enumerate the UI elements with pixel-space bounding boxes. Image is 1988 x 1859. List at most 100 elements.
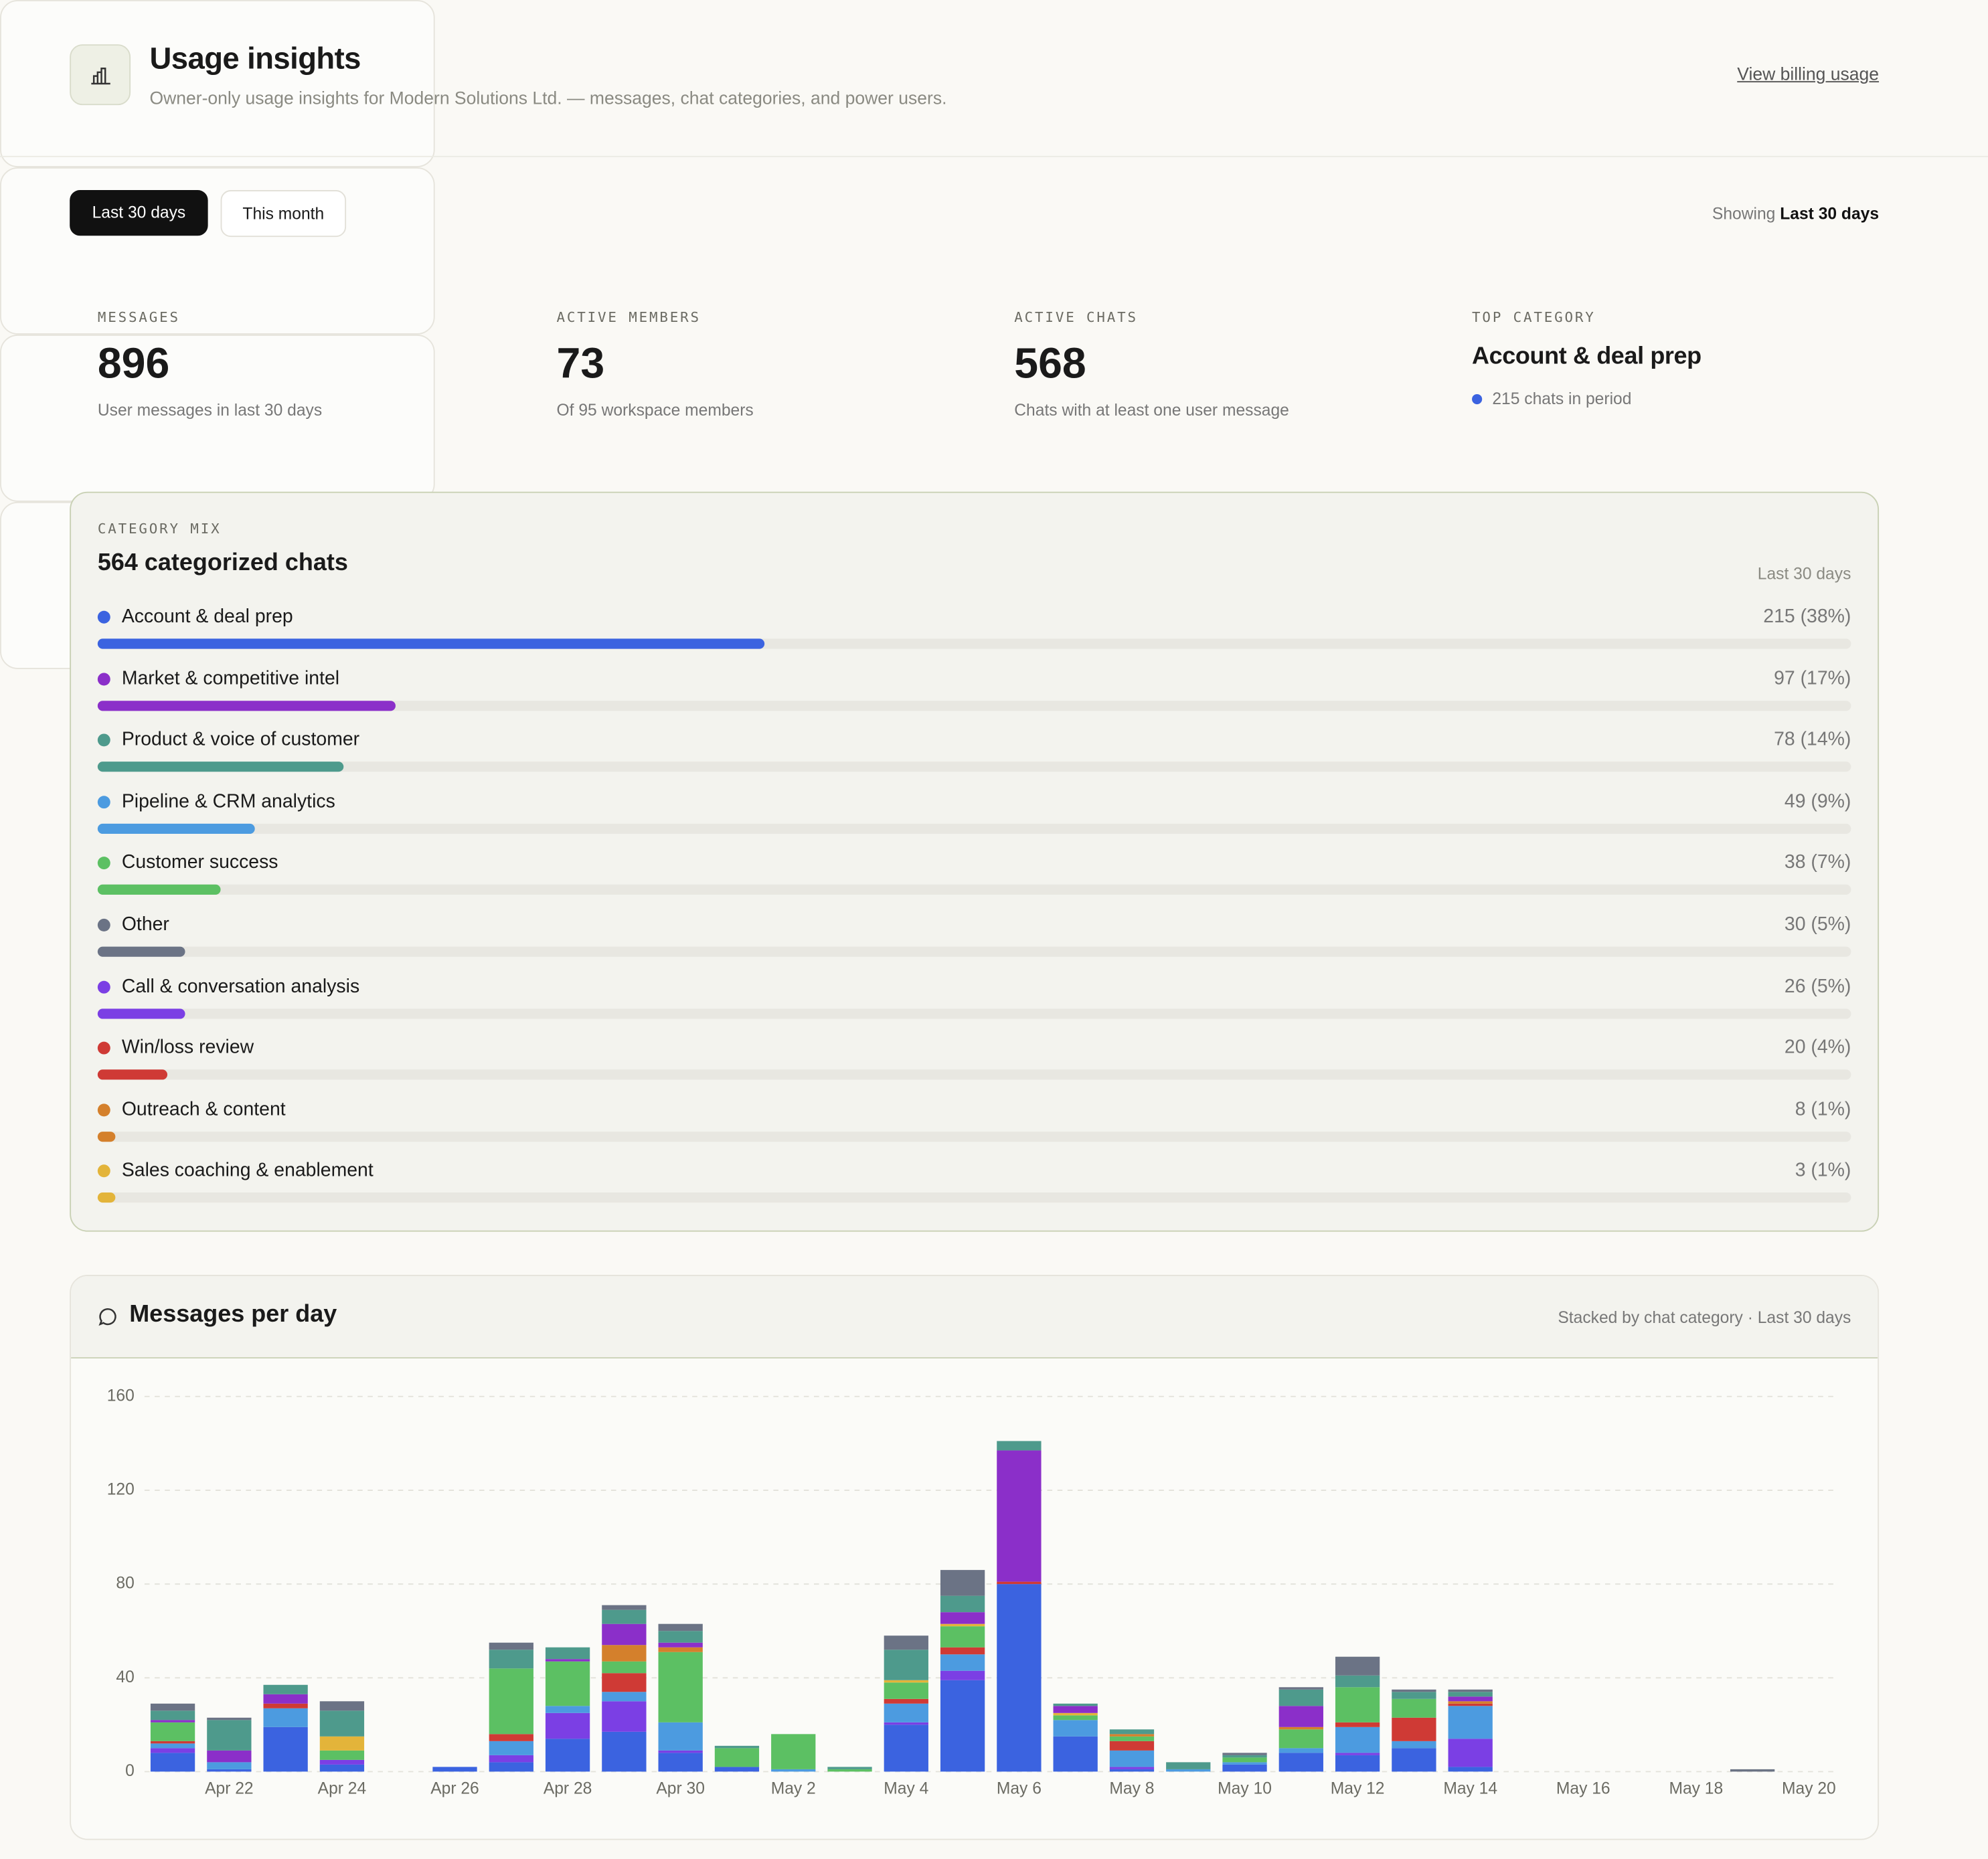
bar-segment (1448, 1692, 1493, 1697)
x-tick-label: May 2 (771, 1779, 816, 1797)
icon (91, 68, 110, 85)
legend-dot (97, 733, 110, 747)
x-tick-label: May 18 (1669, 1779, 1723, 1797)
bar-segment (319, 1701, 365, 1711)
section-label: CATEGORY MIX (97, 521, 222, 537)
bar-segment (940, 1626, 985, 1648)
bar-segment (658, 1750, 703, 1753)
bar-segment (1448, 1689, 1493, 1692)
category-bar (97, 638, 764, 649)
bar-segment (1166, 1762, 1211, 1769)
bar-segment (1053, 1706, 1098, 1713)
bar-segment (1278, 1689, 1323, 1706)
bar-segment (1109, 1736, 1155, 1741)
showing-value: Last 30 days (1780, 203, 1880, 224)
bar-segment (207, 1762, 252, 1769)
category-name: Call & conversation analysis (121, 975, 360, 997)
legend-dot (97, 610, 110, 624)
bar-segment (263, 1703, 308, 1708)
legend-dot (97, 1103, 110, 1116)
bar-segment (1335, 1656, 1380, 1676)
filter-button[interactable]: Last 30 days (70, 190, 208, 236)
bar-segment (207, 1717, 252, 1720)
bar-track (97, 1192, 1851, 1203)
bar-segment (489, 1734, 533, 1741)
y-tick-label: 0 (125, 1762, 135, 1780)
category-bar (97, 946, 185, 957)
x-tick-label: May 16 (1556, 1779, 1610, 1797)
kpi-note: Chats with at least one user message (1014, 400, 1289, 420)
bar-segment (1109, 1767, 1155, 1769)
legend-dot (97, 672, 110, 685)
kpi-label: ACTIVE MEMBERS (556, 309, 701, 326)
bar-segment (1222, 1755, 1267, 1758)
bar-segment (602, 1692, 647, 1702)
category-value: 38 (7%) (1784, 852, 1851, 874)
bar-segment (940, 1612, 985, 1624)
category-value: 8 (1%) (1795, 1098, 1851, 1120)
bar-segment (771, 1769, 816, 1772)
bar-segment (602, 1623, 647, 1646)
category-bar (97, 700, 396, 711)
bar-segment (884, 1682, 928, 1699)
bar-segment (489, 1741, 533, 1755)
kpi-value: 896 (97, 339, 170, 388)
category-name: Win/loss review (121, 1037, 254, 1059)
kpi-card (0, 167, 435, 335)
bar-segment (263, 1708, 308, 1727)
chart-header (71, 1275, 1878, 1359)
y-tick-label: 80 (116, 1575, 134, 1593)
section-period: Last 30 days (1757, 563, 1851, 584)
bar-segment (940, 1595, 985, 1613)
legend-dot (97, 980, 110, 993)
bar-segment (940, 1623, 985, 1627)
bar-segment (658, 1647, 703, 1652)
bar-segment (1109, 1741, 1155, 1751)
bar-segment (1335, 1755, 1380, 1772)
bar-segment (545, 1712, 590, 1739)
bar-segment (207, 1720, 252, 1751)
bar-segment (489, 1650, 533, 1669)
category-value: 215 (38%) (1763, 606, 1851, 628)
bar-segment (1278, 1729, 1323, 1749)
bar-segment (1222, 1764, 1267, 1772)
bar-segment (1335, 1675, 1380, 1688)
bar-segment (432, 1767, 477, 1772)
kpi-note: User messages in last 30 days (97, 400, 323, 420)
showing-label: Showing (1712, 203, 1776, 224)
x-tick-label: May 4 (884, 1779, 928, 1797)
legend-dot (97, 795, 110, 808)
bar-track (97, 823, 1851, 834)
bar-segment (1335, 1722, 1380, 1727)
bar-segment (1392, 1689, 1436, 1692)
kpi-card (0, 334, 435, 502)
bar-segment (884, 1698, 928, 1704)
bar-segment (150, 1748, 195, 1753)
kpi-label: MESSAGES (97, 309, 180, 326)
bar-segment (602, 1731, 647, 1772)
bar-segment (1335, 1687, 1380, 1722)
billing-link[interactable]: View billing usage (1737, 63, 1880, 84)
category-value: 49 (9%) (1784, 790, 1851, 812)
bar-segment (1392, 1748, 1436, 1772)
bar-segment (714, 1745, 760, 1749)
bar-segment (207, 1769, 252, 1772)
category-name: Customer success (121, 852, 278, 874)
bar-segment (602, 1673, 647, 1692)
kpi-label: TOP CATEGORY (1472, 309, 1596, 326)
category-name: Pipeline & CRM analytics (121, 790, 335, 812)
bar-segment (1222, 1762, 1267, 1765)
bar-segment (545, 1661, 590, 1706)
kpi-dot (1472, 393, 1483, 405)
bar-segment (827, 1767, 872, 1769)
bar-segment (602, 1701, 647, 1732)
filter-button[interactable]: This month (220, 190, 347, 238)
bar-segment (150, 1722, 195, 1741)
kpi-value: Account & deal prep (1472, 343, 1702, 370)
category-name: Sales coaching & enablement (121, 1160, 374, 1182)
category-mix-panel (70, 491, 1880, 1232)
bar-segment (1448, 1767, 1493, 1772)
bar-segment (150, 1753, 195, 1772)
